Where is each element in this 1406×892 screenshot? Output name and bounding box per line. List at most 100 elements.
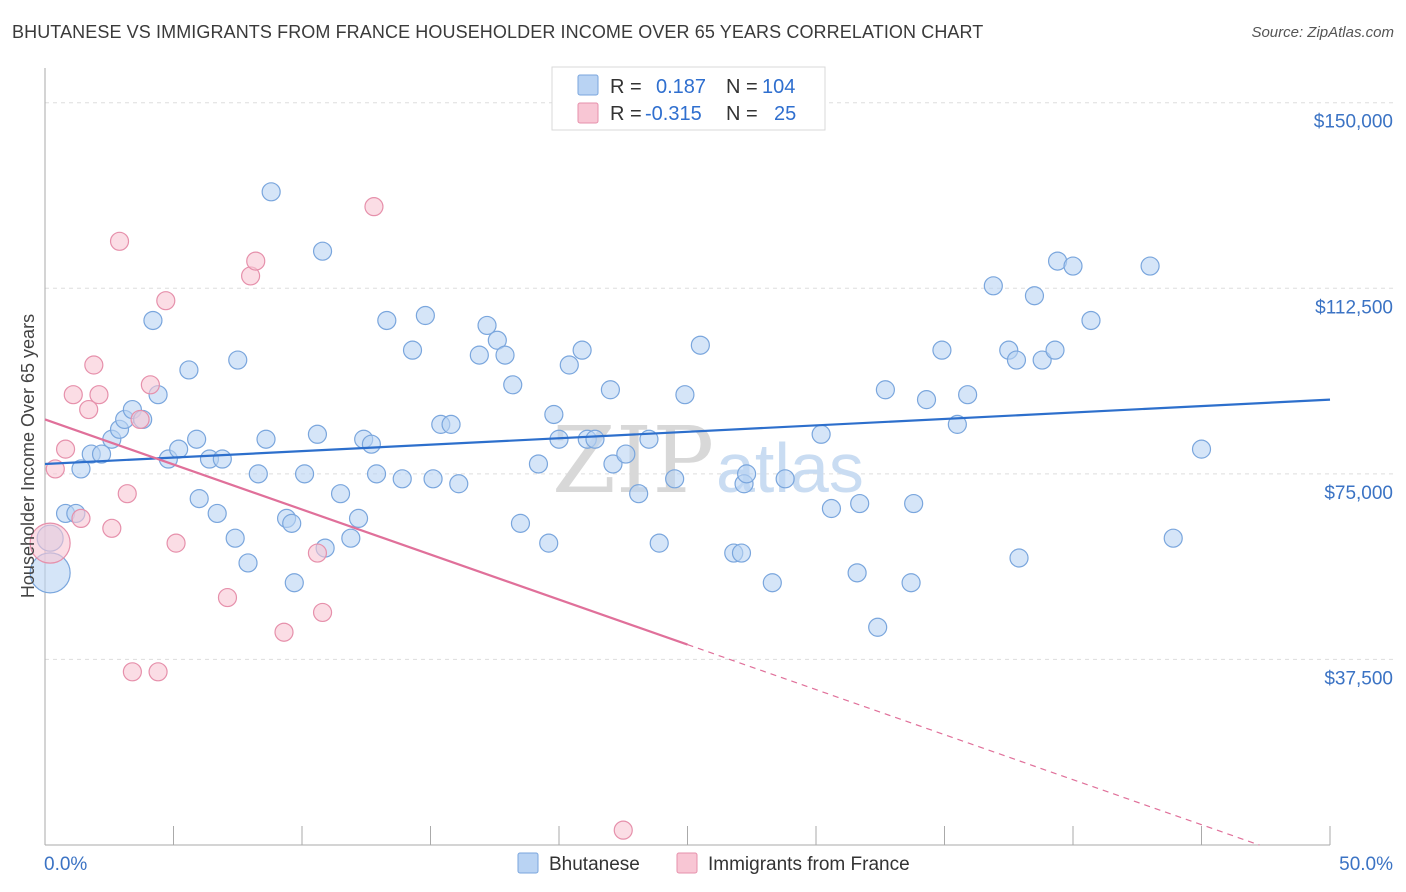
point-france — [156, 291, 176, 311]
axes-layer — [44, 68, 1331, 846]
point-france — [217, 587, 238, 608]
legend-r-value-1: 0.187 — [656, 76, 706, 98]
point-france — [312, 602, 333, 623]
point-bhutanese — [600, 380, 621, 400]
point-bhutanese — [238, 553, 258, 573]
point-bhutanese — [212, 449, 232, 469]
point-bhutanese — [539, 533, 559, 553]
point-bhutanese — [1009, 548, 1029, 568]
point-bhutanese — [675, 385, 695, 405]
y-tick-label: $112,500 — [1315, 297, 1393, 318]
point-france — [109, 231, 130, 251]
trend-line-bhutanese — [44, 398, 1331, 466]
legend-swatch-france — [577, 102, 599, 124]
point-bhutanese — [737, 464, 757, 484]
point-bhutanese — [392, 469, 412, 489]
y-axis-label: Householder Income Over 65 years — [18, 314, 38, 598]
point-france — [102, 518, 122, 538]
point-bhutanese — [248, 464, 268, 484]
point-france — [307, 543, 328, 563]
point-bhutanese — [91, 444, 112, 464]
point-bhutanese — [1006, 350, 1027, 370]
point-bhutanese — [477, 315, 497, 336]
point-bhutanese — [875, 380, 895, 400]
x-tick-label-max: 50.0% — [1339, 854, 1393, 875]
legend-n-value-1: 104 — [762, 76, 795, 98]
point-bhutanese — [1063, 256, 1083, 276]
bottom-legend-swatch-france — [676, 852, 698, 874]
legend-n-value-2: 25 — [774, 103, 796, 125]
point-bhutanese — [1140, 256, 1160, 276]
point-bhutanese — [495, 345, 515, 365]
legend-r-value-2: -0.315 — [645, 103, 702, 125]
point-bhutanese — [932, 340, 952, 360]
point-bhutanese — [916, 390, 937, 410]
point-bhutanese — [585, 429, 605, 449]
series-bhutanese — [29, 182, 1212, 637]
point-france — [55, 439, 76, 459]
point-france — [63, 385, 83, 405]
point-bhutanese — [1024, 286, 1045, 306]
legend-n-label-1: N = — [726, 76, 758, 98]
chart-source: Source: ZipAtlas.com — [1251, 24, 1394, 41]
point-france — [364, 197, 384, 217]
point-bhutanese — [665, 469, 685, 489]
point-bhutanese — [850, 493, 870, 514]
point-bhutanese — [402, 340, 423, 360]
point-france — [166, 533, 186, 553]
point-bhutanese — [169, 439, 189, 459]
legend: R = 0.187 N = 104 R = -0.315 N = 25 — [551, 66, 826, 131]
point-france — [130, 409, 150, 430]
point-bhutanese — [366, 464, 387, 484]
legend-r-label-2: R = — [610, 103, 642, 125]
point-bhutanese — [559, 355, 579, 375]
trend-line-france — [44, 418, 688, 646]
grid-layer — [45, 102, 1395, 660]
point-bhutanese — [904, 493, 924, 514]
point-bhutanese — [71, 459, 91, 479]
point-bhutanese — [983, 276, 1003, 296]
trend-layer — [44, 398, 1331, 846]
point-bhutanese — [544, 404, 564, 425]
point-bhutanese — [294, 464, 315, 484]
legend-n-label-2: N = — [726, 103, 758, 125]
point-bhutanese — [1191, 439, 1212, 459]
point-bhutanese — [528, 454, 549, 474]
point-france — [274, 622, 294, 642]
point-france — [140, 375, 160, 395]
point-france — [122, 662, 142, 682]
point-bhutanese — [143, 310, 163, 331]
y-tick-label: $150,000 — [1314, 112, 1393, 133]
point-bhutanese — [225, 528, 245, 548]
point-bhutanese — [189, 489, 209, 509]
point-bhutanese — [811, 424, 831, 444]
point-france — [246, 251, 266, 271]
tick-labels: $37,500 $75,000 $112,500 $150,000 0.0% 50.0% — [44, 112, 1393, 875]
point-bhutanese — [282, 513, 302, 533]
y-tick-label: $75,000 — [1324, 483, 1393, 504]
point-bhutanese — [731, 543, 752, 563]
point-bhutanese — [469, 345, 489, 365]
point-bhutanese — [901, 573, 921, 593]
series-france — [29, 197, 633, 840]
point-bhutanese — [228, 350, 248, 370]
legend-r-label-1: R = — [610, 76, 642, 98]
point-bhutanese — [441, 414, 461, 434]
point-bhutanese — [312, 241, 333, 261]
bottom-legend-label-france: Immigrants from France — [708, 854, 910, 875]
point-france — [148, 662, 168, 682]
bottom-legend-label-bhutanese: Bhutanese — [549, 854, 640, 875]
point-bhutanese — [179, 360, 199, 380]
watermark: ZIP atlas — [552, 407, 864, 514]
points-layer — [29, 182, 1212, 840]
point-bhutanese — [510, 513, 531, 533]
point-bhutanese — [330, 484, 351, 504]
point-bhutanese — [947, 414, 967, 434]
bottom-legend-swatch-bhutanese — [517, 852, 539, 874]
point-bhutanese — [847, 563, 867, 583]
point-bhutanese — [415, 305, 435, 326]
point-bhutanese — [1045, 340, 1065, 360]
point-bhutanese — [503, 375, 523, 395]
point-bhutanese — [603, 454, 623, 474]
